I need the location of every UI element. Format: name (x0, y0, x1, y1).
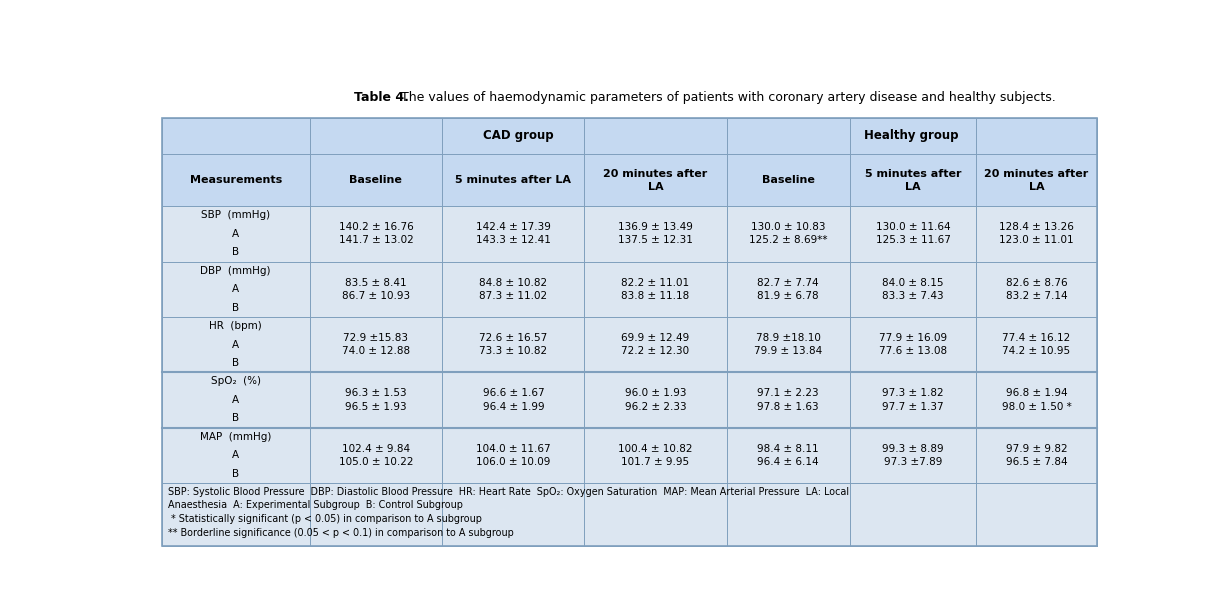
Text: SBP: Systolic Blood Pressure  DBP: Diastolic Blood Pressure  HR: Heart Rate  SpO: SBP: Systolic Blood Pressure DBP: Diasto… (168, 487, 848, 538)
Text: B: B (232, 358, 239, 368)
Text: 99.3 ± 8.89
97.3 ±7.89: 99.3 ± 8.89 97.3 ±7.89 (883, 444, 944, 467)
Text: 128.4 ± 13.26
123.0 ± 11.01: 128.4 ± 13.26 123.0 ± 11.01 (999, 222, 1074, 245)
Bar (162, 118, 1097, 154)
Text: HR  (bpm): HR (bpm) (210, 321, 262, 331)
Text: Healthy group: Healthy group (864, 129, 959, 142)
Text: A: A (232, 339, 239, 349)
Text: 69.9 ± 12.49
72.2 ± 12.30: 69.9 ± 12.49 72.2 ± 12.30 (622, 333, 689, 356)
Text: SBP  (mmHg): SBP (mmHg) (201, 211, 270, 221)
Text: 97.1 ± 2.23
97.8 ± 1.63: 97.1 ± 2.23 97.8 ± 1.63 (758, 388, 819, 411)
Text: B: B (232, 413, 239, 423)
Text: 20 minutes after
LA: 20 minutes after LA (603, 169, 707, 192)
Text: 72.9 ±15.83
74.0 ± 12.88: 72.9 ±15.83 74.0 ± 12.88 (342, 333, 409, 356)
Text: A: A (232, 450, 239, 460)
Text: 136.9 ± 13.49
137.5 ± 12.31: 136.9 ± 13.49 137.5 ± 12.31 (618, 222, 693, 245)
Text: 72.6 ± 16.57
73.3 ± 10.82: 72.6 ± 16.57 73.3 ± 10.82 (479, 333, 548, 356)
Text: Baseline: Baseline (761, 175, 814, 185)
Text: 98.4 ± 8.11
96.4 ± 6.14: 98.4 ± 8.11 96.4 ± 6.14 (758, 444, 819, 467)
Text: 104.0 ± 11.67
106.0 ± 10.09: 104.0 ± 11.67 106.0 ± 10.09 (476, 444, 550, 467)
Text: 96.0 ± 1.93
96.2 ± 2.33: 96.0 ± 1.93 96.2 ± 2.33 (624, 388, 687, 411)
Text: 140.2 ± 16.76
141.7 ± 13.02: 140.2 ± 16.76 141.7 ± 13.02 (338, 222, 413, 245)
Bar (162, 372, 1097, 428)
Text: B: B (232, 302, 239, 313)
Text: MAP  (mmHg): MAP (mmHg) (200, 432, 271, 442)
Text: 5 minutes after
LA: 5 minutes after LA (864, 169, 961, 192)
Text: Measurements: Measurements (190, 175, 282, 185)
Text: A: A (232, 395, 239, 405)
Text: 84.0 ± 8.15
83.3 ± 7.43: 84.0 ± 8.15 83.3 ± 7.43 (883, 278, 944, 301)
Bar (162, 317, 1097, 372)
Text: 82.2 ± 11.01
83.8 ± 11.18: 82.2 ± 11.01 83.8 ± 11.18 (622, 278, 689, 301)
Text: B: B (232, 469, 239, 479)
Text: 130.0 ± 10.83
125.2 ± 8.69**: 130.0 ± 10.83 125.2 ± 8.69** (749, 222, 828, 245)
Text: 77.4 ± 16.12
74.2 ± 10.95: 77.4 ± 16.12 74.2 ± 10.95 (1003, 333, 1070, 356)
Text: A: A (232, 229, 239, 239)
Text: CAD group: CAD group (483, 129, 553, 142)
Bar (162, 206, 1097, 262)
Text: A: A (232, 284, 239, 294)
Bar (162, 154, 1097, 206)
Text: 20 minutes after
LA: 20 minutes after LA (984, 169, 1089, 192)
Text: Table 4.: Table 4. (354, 91, 409, 103)
Text: SpO₂  (%): SpO₂ (%) (211, 376, 261, 386)
Text: 96.8 ± 1.94
98.0 ± 1.50 *: 96.8 ± 1.94 98.0 ± 1.50 * (1002, 388, 1072, 411)
Bar (162, 428, 1097, 483)
Text: 102.4 ± 9.84
105.0 ± 10.22: 102.4 ± 9.84 105.0 ± 10.22 (338, 444, 413, 467)
Text: 77.9 ± 16.09
77.6 ± 13.08: 77.9 ± 16.09 77.6 ± 13.08 (879, 333, 948, 356)
Text: 97.9 ± 9.82
96.5 ± 7.84: 97.9 ± 9.82 96.5 ± 7.84 (1005, 444, 1068, 467)
Text: 97.3 ± 1.82
97.7 ± 1.37: 97.3 ± 1.82 97.7 ± 1.37 (883, 388, 944, 411)
Text: 84.8 ± 10.82
87.3 ± 11.02: 84.8 ± 10.82 87.3 ± 11.02 (479, 278, 547, 301)
Text: 130.0 ± 11.64
125.3 ± 11.67: 130.0 ± 11.64 125.3 ± 11.67 (875, 222, 950, 245)
Text: B: B (232, 247, 239, 257)
Text: DBP  (mmHg): DBP (mmHg) (200, 265, 271, 276)
Text: The values of haemodynamic parameters of patients with coronary artery disease a: The values of haemodynamic parameters of… (397, 91, 1056, 103)
Text: Baseline: Baseline (349, 175, 402, 185)
Text: 5 minutes after LA: 5 minutes after LA (455, 175, 571, 185)
Text: 83.5 ± 8.41
86.7 ± 10.93: 83.5 ± 8.41 86.7 ± 10.93 (342, 278, 409, 301)
Text: 82.6 ± 8.76
83.2 ± 7.14: 82.6 ± 8.76 83.2 ± 7.14 (1005, 278, 1068, 301)
Text: 100.4 ± 10.82
101.7 ± 9.95: 100.4 ± 10.82 101.7 ± 9.95 (618, 444, 693, 467)
Text: 82.7 ± 7.74
81.9 ± 6.78: 82.7 ± 7.74 81.9 ± 6.78 (758, 278, 819, 301)
Text: 96.6 ± 1.67
96.4 ± 1.99: 96.6 ± 1.67 96.4 ± 1.99 (483, 388, 544, 411)
Text: 96.3 ± 1.53
96.5 ± 1.93: 96.3 ± 1.53 96.5 ± 1.93 (345, 388, 407, 411)
Bar (162, 262, 1097, 317)
Text: 78.9 ±18.10
79.9 ± 13.84: 78.9 ±18.10 79.9 ± 13.84 (754, 333, 823, 356)
Bar (162, 483, 1097, 546)
Text: 142.4 ± 17.39
143.3 ± 12.41: 142.4 ± 17.39 143.3 ± 12.41 (476, 222, 550, 245)
